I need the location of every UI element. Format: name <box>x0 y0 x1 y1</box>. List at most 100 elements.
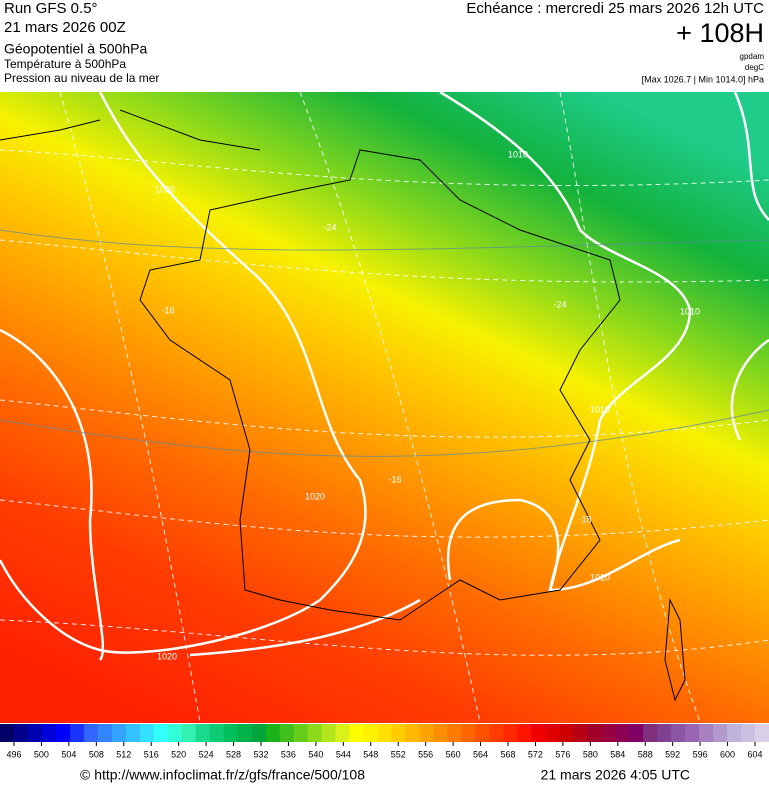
map: 1010 1020 -24 -24 -16 1010 1010 1020 -16 -18 1010 1… <box>0 90 769 723</box>
colorbar-label: 520 <box>171 749 186 759</box>
colorbar-cell <box>713 724 728 742</box>
colorbar-cell <box>573 724 588 742</box>
colorbar-cell <box>139 724 155 742</box>
colorbar-cell <box>517 724 532 742</box>
contour-label: -16 <box>388 474 401 484</box>
colorbar-cell <box>559 724 574 742</box>
colorbar-label: 564 <box>473 749 488 759</box>
colorbar-label: 604 <box>747 749 762 759</box>
contour-label: 1010 <box>508 149 528 159</box>
colorbar-label: 508 <box>89 749 104 759</box>
colorbar-cell <box>755 724 769 742</box>
source-url: © http://www.infoclimat.fr/z/gfs/france/… <box>80 767 365 783</box>
subtitle: Pression au niveau de la mer <box>4 71 159 85</box>
colorbar-label: 568 <box>500 749 515 759</box>
colorbar-label: 588 <box>638 749 653 759</box>
colorbar-label: 556 <box>418 749 433 759</box>
colorbar-label: 592 <box>665 749 680 759</box>
colorbar-cell <box>657 724 672 742</box>
colorbar-label: 580 <box>583 749 598 759</box>
run: Run GFS 0.5° <box>4 0 98 17</box>
colorbar-cell <box>195 724 211 742</box>
unit: gpdam <box>740 52 765 61</box>
colorbar-cell <box>489 724 504 742</box>
colorbar-cell <box>27 724 43 742</box>
generated-time: 21 mars 2026 4:05 UTC <box>541 767 690 783</box>
colorbar-cell <box>615 724 630 742</box>
colorbar-label: 536 <box>281 749 296 759</box>
contour-label: -24 <box>323 222 336 232</box>
colorbar-cell <box>699 724 714 742</box>
colorbar-cell <box>167 724 183 742</box>
colorbar-cell <box>629 724 644 742</box>
colorbar-label: 596 <box>693 749 708 759</box>
subtitle: Température à 500hPa <box>4 57 126 71</box>
colorbar-label: 528 <box>226 749 241 759</box>
colorbar-cell <box>97 724 113 742</box>
colorbar-cell <box>69 724 85 742</box>
colorbar-label: 544 <box>336 749 351 759</box>
colorbar-cell <box>181 724 197 742</box>
colorbar-label: 548 <box>363 749 378 759</box>
field <box>0 92 769 723</box>
colorbar-cell <box>531 724 546 742</box>
corsica <box>664 598 686 702</box>
coastline <box>0 109 261 151</box>
colorbar-cell <box>153 724 169 742</box>
colorbar-cell <box>447 724 462 742</box>
colorbar-cell <box>41 724 57 742</box>
colorbar-cell <box>475 724 490 742</box>
contour-label: 1020 <box>305 491 325 501</box>
colorbar-label: 524 <box>199 749 214 759</box>
colorbar-cell <box>125 724 141 742</box>
colorbar-label: 552 <box>391 749 406 759</box>
colorbar-cell <box>727 724 742 742</box>
contour-label: 1020 <box>155 184 175 194</box>
colorbar-label: 576 <box>555 749 570 759</box>
colorbar-cell <box>587 724 602 742</box>
geopotential <box>0 229 769 457</box>
colorbar-label: 496 <box>6 749 21 759</box>
colorbar-cell <box>293 724 309 742</box>
contour-label: 1010 <box>680 306 700 316</box>
colorbar-cell <box>83 724 99 742</box>
colorbar-cell <box>461 724 476 742</box>
valid-time: Echéance : mercredi 25 mars 2026 12h UTC <box>466 0 764 17</box>
colorbar-cell <box>307 724 323 742</box>
colorbar-label: 572 <box>528 749 543 759</box>
colorbar-cell <box>643 724 658 742</box>
contour-label: 1010 <box>590 572 610 582</box>
colorbar-label: 560 <box>446 749 461 759</box>
colorbar-label: 500 <box>34 749 49 759</box>
colorbar-cell <box>377 724 392 742</box>
france-outline <box>139 149 621 621</box>
contour-label: 1020 <box>157 651 177 661</box>
colorbar-label: 540 <box>308 749 323 759</box>
colorbar-cell <box>391 724 406 742</box>
colorbar-cell <box>321 724 337 742</box>
colorbar-cell <box>209 724 225 742</box>
colorbar-cell <box>545 724 560 742</box>
unit: degC <box>745 63 764 72</box>
colorbar-cell <box>55 724 71 742</box>
isotherms <box>0 91 769 723</box>
colorbar-cell <box>363 724 379 742</box>
colorbar-cell <box>13 724 29 742</box>
colorbar-label: 600 <box>720 749 735 759</box>
colorbar-cell <box>111 724 127 742</box>
colorbar-cell <box>237 724 253 742</box>
colorbar-cell <box>685 724 700 742</box>
colorbar-cell <box>433 724 448 742</box>
colorbar-label: 516 <box>144 749 159 759</box>
title: Géopotentiel à 500hPa <box>4 41 147 57</box>
contour-label: -16 <box>161 305 174 315</box>
run-date: 21 mars 2026 00Z <box>4 19 126 36</box>
colorbar-label: 504 <box>61 749 76 759</box>
colorbar-cell <box>279 724 295 742</box>
contour-label: -18 <box>578 514 591 524</box>
colorbar-cell <box>223 724 239 742</box>
colorbar-label: 532 <box>253 749 268 759</box>
contour-label: -24 <box>553 299 566 309</box>
colorbar-cell <box>335 724 351 742</box>
